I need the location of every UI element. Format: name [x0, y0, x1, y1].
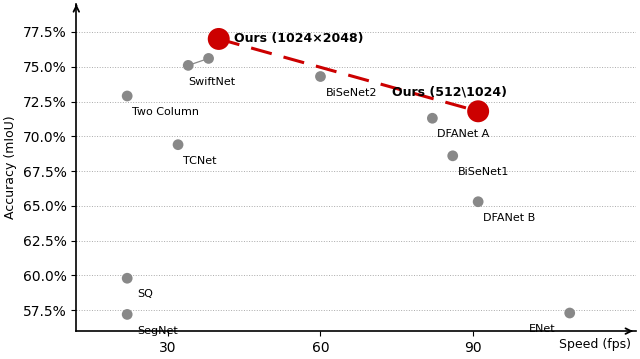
- Point: [316, 74, 326, 79]
- Point: [473, 108, 483, 114]
- Point: [122, 312, 132, 317]
- Text: TCNet: TCNet: [183, 156, 216, 166]
- Text: Two Column: Two Column: [132, 107, 199, 117]
- Text: SQ: SQ: [138, 289, 153, 299]
- Text: BiSeNet1: BiSeNet1: [458, 167, 509, 177]
- Text: DFANet B: DFANet B: [483, 213, 536, 223]
- Point: [473, 199, 483, 205]
- Point: [173, 142, 183, 148]
- Text: ENet: ENet: [529, 324, 556, 334]
- Point: [447, 153, 458, 159]
- Y-axis label: Accuracy (mIoU): Accuracy (mIoU): [4, 116, 17, 219]
- Text: BiSeNet2: BiSeNet2: [326, 88, 377, 98]
- Point: [122, 93, 132, 99]
- Point: [204, 56, 214, 61]
- Point: [183, 62, 193, 68]
- Text: SwiftNet: SwiftNet: [188, 76, 236, 87]
- Text: Speed (fps): Speed (fps): [559, 338, 631, 351]
- Text: DFANet A: DFANet A: [438, 129, 490, 139]
- Point: [564, 310, 575, 316]
- Point: [428, 115, 438, 121]
- Text: Ours (512\1024): Ours (512\1024): [392, 85, 507, 98]
- Text: Ours (1024×2048): Ours (1024×2048): [234, 32, 364, 46]
- Point: [214, 36, 224, 42]
- Text: SegNet: SegNet: [138, 326, 178, 336]
- Point: [122, 275, 132, 281]
